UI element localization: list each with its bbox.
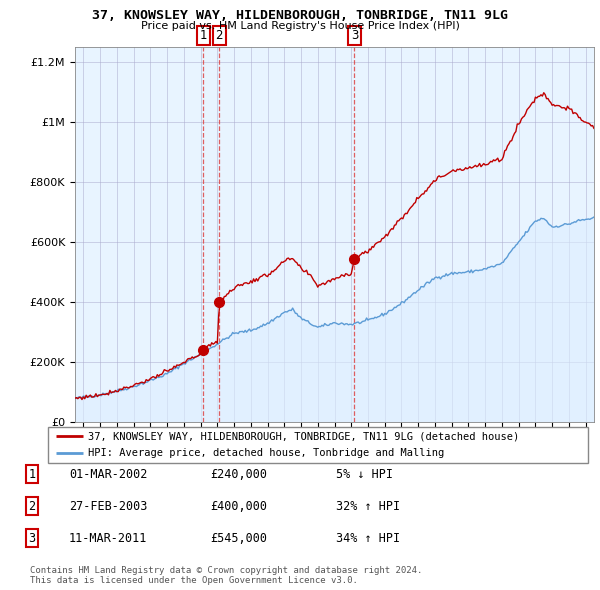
Text: 01-MAR-2002: 01-MAR-2002	[69, 468, 148, 481]
Text: 11-MAR-2011: 11-MAR-2011	[69, 532, 148, 545]
Text: 1: 1	[28, 468, 35, 481]
Text: £240,000: £240,000	[210, 468, 267, 481]
Text: 37, KNOWSLEY WAY, HILDENBOROUGH, TONBRIDGE, TN11 9LG: 37, KNOWSLEY WAY, HILDENBOROUGH, TONBRID…	[92, 9, 508, 22]
Text: £400,000: £400,000	[210, 500, 267, 513]
Text: £545,000: £545,000	[210, 532, 267, 545]
Text: 34% ↑ HPI: 34% ↑ HPI	[336, 532, 400, 545]
Text: 37, KNOWSLEY WAY, HILDENBOROUGH, TONBRIDGE, TN11 9LG (detached house): 37, KNOWSLEY WAY, HILDENBOROUGH, TONBRID…	[89, 431, 520, 441]
Text: 5% ↓ HPI: 5% ↓ HPI	[336, 468, 393, 481]
Text: 3: 3	[28, 532, 35, 545]
FancyBboxPatch shape	[48, 427, 588, 463]
Text: 2: 2	[28, 500, 35, 513]
Text: 1: 1	[200, 28, 207, 41]
Text: 32% ↑ HPI: 32% ↑ HPI	[336, 500, 400, 513]
Text: 27-FEB-2003: 27-FEB-2003	[69, 500, 148, 513]
Text: Contains HM Land Registry data © Crown copyright and database right 2024.
This d: Contains HM Land Registry data © Crown c…	[30, 566, 422, 585]
Text: 3: 3	[351, 28, 358, 41]
Text: Price paid vs. HM Land Registry's House Price Index (HPI): Price paid vs. HM Land Registry's House …	[140, 21, 460, 31]
Text: HPI: Average price, detached house, Tonbridge and Malling: HPI: Average price, detached house, Tonb…	[89, 448, 445, 458]
Text: 2: 2	[215, 28, 223, 41]
